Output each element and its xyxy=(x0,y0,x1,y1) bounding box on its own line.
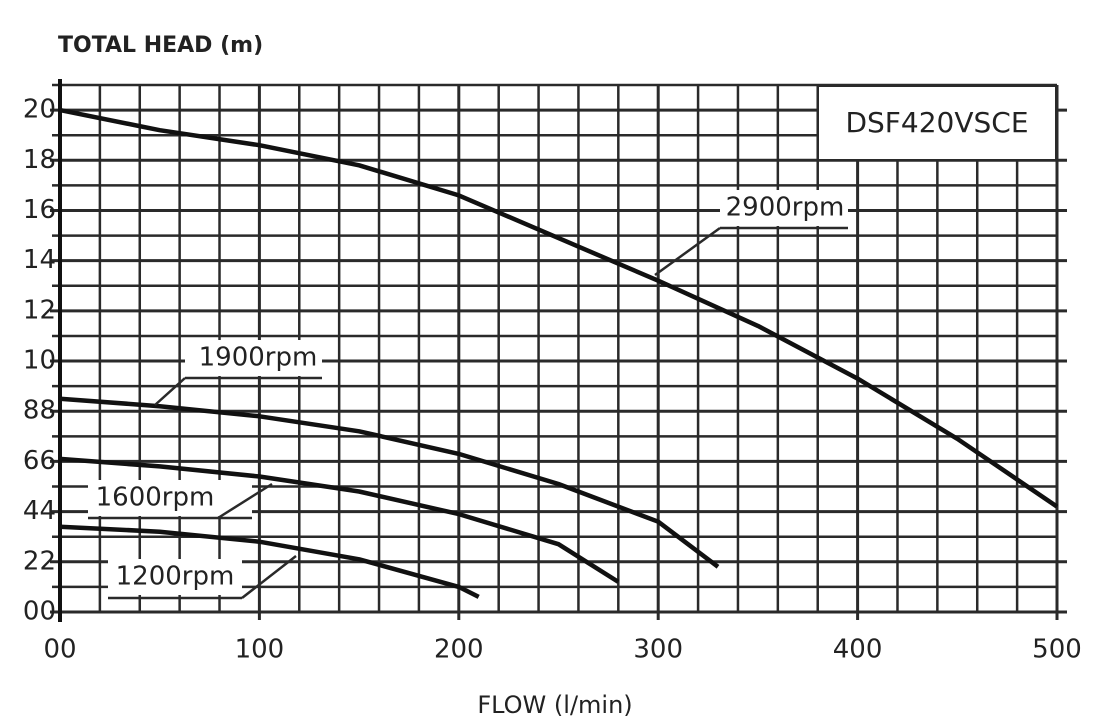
series-label: 1900rpm xyxy=(199,343,318,373)
y-tick-label: 00 xyxy=(23,597,56,627)
callout-leader xyxy=(654,226,721,277)
curve xyxy=(59,456,620,584)
y-tick-label: 16 xyxy=(23,195,56,225)
y-tick-label: 88 xyxy=(23,396,56,426)
x-tick-label: 200 xyxy=(434,635,484,665)
model-box xyxy=(817,85,1057,161)
series-label: 2900rpm xyxy=(726,193,845,223)
callout-bg xyxy=(185,340,322,376)
curve xyxy=(59,107,1059,509)
curve xyxy=(59,396,720,569)
callout-leader xyxy=(154,377,186,406)
y-tick-label: 18 xyxy=(23,145,56,175)
y-tick-label: 66 xyxy=(23,446,56,476)
callout-leader xyxy=(217,482,273,520)
callout-bg xyxy=(720,190,848,226)
x-tick-label: 300 xyxy=(633,635,683,665)
x-tick-label: 500 xyxy=(1032,635,1082,665)
x-tick-label: 00 xyxy=(43,635,76,665)
callout-bg xyxy=(88,480,252,516)
y-tick-label: 44 xyxy=(23,496,56,526)
y-tick-label: 20 xyxy=(23,95,56,125)
y-tick-label: 12 xyxy=(23,295,56,325)
y-axis-title: TOTAL HEAD (m) xyxy=(58,33,263,58)
series-label: 1200rpm xyxy=(116,562,235,592)
callout-leader xyxy=(241,555,297,599)
x-axis-title: FLOW (l/min) xyxy=(477,691,632,719)
x-tick-label: 100 xyxy=(235,635,285,665)
y-tick-label: 10 xyxy=(23,346,56,376)
y-tick-label: 22 xyxy=(23,546,56,576)
x-tick-label: 400 xyxy=(833,635,883,665)
y-tick-label: 14 xyxy=(23,245,56,275)
curve xyxy=(59,524,480,599)
callout-bg xyxy=(108,559,242,595)
model-label: DSF420VSCE xyxy=(845,106,1028,139)
series-label: 1600rpm xyxy=(96,483,215,513)
